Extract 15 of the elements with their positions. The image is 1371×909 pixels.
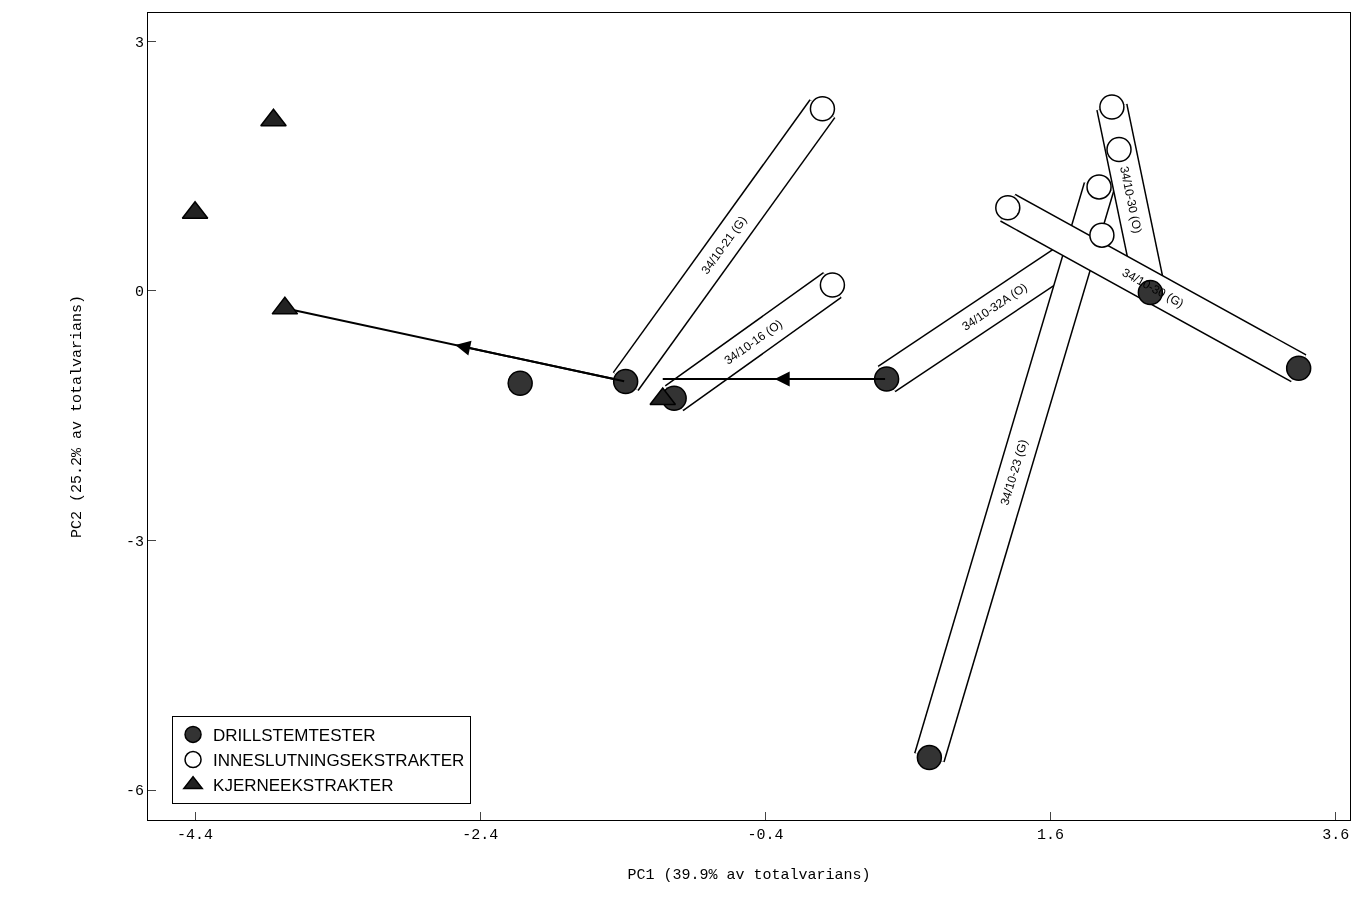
y-tick-label: -6	[125, 783, 144, 801]
y-tick-label: 0	[134, 284, 144, 302]
x-axis-title: PC1 (39.9% av totalvarians)	[627, 867, 871, 884]
x-tick-label: 1.6	[1037, 827, 1065, 844]
y-tick-label: -3	[125, 533, 144, 551]
x-tick-label: -2.4	[462, 827, 499, 844]
legend-label: KJERNEEKSTRAKTER	[213, 776, 394, 796]
y-axis-title: PC2 (25.2% av totalvarians)	[69, 294, 87, 539]
legend-label: DRILLSTEMTESTER	[213, 726, 376, 746]
text: 34/10-30 (O)	[1117, 164, 1145, 235]
x-tick-label: -4.4	[177, 827, 214, 844]
legend-label: INNESLUTNINGSEKSTRAKTER	[213, 751, 465, 771]
x-tick-label: -0.4	[747, 827, 784, 844]
y-tick-label: 3	[134, 34, 144, 52]
x-tick-label: 3.6	[1322, 827, 1350, 844]
